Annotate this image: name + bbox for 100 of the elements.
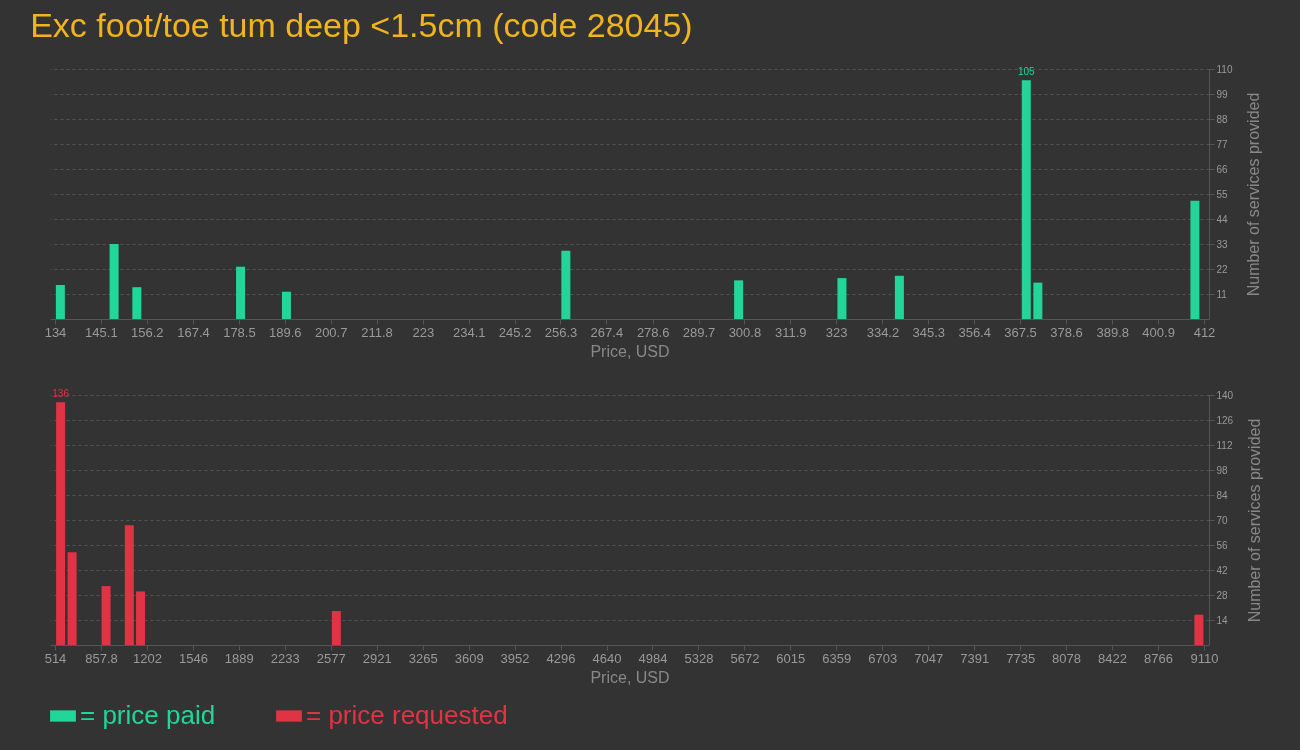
bar xyxy=(1190,200,1200,319)
bar xyxy=(561,250,571,319)
x-tick-label: 200.7 xyxy=(314,324,348,340)
x-tick-label: 514 xyxy=(44,650,67,666)
bar xyxy=(56,402,66,645)
x-tick-label: 300.8 xyxy=(728,324,762,340)
x-tick-label: 3952 xyxy=(500,650,530,666)
x-tick-label: 2233 xyxy=(270,650,300,666)
x-tick-label: 3609 xyxy=(454,650,484,666)
x-tick-label: 6703 xyxy=(868,650,898,666)
x-tick-label: 8422 xyxy=(1098,650,1127,666)
x-tick-label: 278.6 xyxy=(636,324,670,340)
x-tick-label: 256.3 xyxy=(544,324,578,340)
data-label: 136 xyxy=(52,388,70,400)
bar xyxy=(281,291,291,319)
x-tick-label: 4984 xyxy=(638,650,668,666)
y-tick-label: 55 xyxy=(1216,188,1229,200)
x-tick-label: 4296 xyxy=(546,650,576,666)
y-tick-label: 11 xyxy=(1216,288,1228,300)
chart-title: Exc foot/toe tum deep <1.5cm (code 28045) xyxy=(30,6,693,44)
bar xyxy=(331,611,341,645)
y-tick-label: 44 xyxy=(1216,213,1229,225)
x-tick-label: 6359 xyxy=(822,650,852,666)
y-tick-label: 140 xyxy=(1216,389,1234,401)
x-tick-label: 2921 xyxy=(362,650,392,666)
y-tick-label: 110 xyxy=(1216,63,1233,75)
x-tick-label: 223 xyxy=(412,324,435,340)
y-tick-label: 126 xyxy=(1216,414,1234,426)
y-axis-title: Number of services provided xyxy=(1245,92,1263,297)
x-tick-label: 345.3 xyxy=(912,324,946,340)
x-axis-title: Price, USD xyxy=(590,342,670,360)
x-tick-label: 5672 xyxy=(730,650,760,666)
y-tick-label: 84 xyxy=(1216,489,1229,501)
y-tick-label: 99 xyxy=(1216,88,1229,100)
bar xyxy=(67,552,77,645)
bar xyxy=(236,266,246,319)
x-tick-label: 378.6 xyxy=(1050,324,1083,340)
bar xyxy=(132,287,142,319)
bar xyxy=(1021,80,1031,319)
bar xyxy=(894,275,904,319)
x-axis-title: Price, USD xyxy=(590,668,670,686)
x-tick-label: 289.7 xyxy=(682,324,716,340)
x-tick-label: 8766 xyxy=(1144,650,1173,666)
x-tick-label: 156.2 xyxy=(130,324,164,340)
y-tick-label: 112 xyxy=(1216,439,1233,451)
x-tick-label: 412 xyxy=(1193,324,1216,340)
x-tick-label: 2577 xyxy=(316,650,346,666)
x-tick-label: 6015 xyxy=(776,650,806,666)
x-tick-label: 311.9 xyxy=(774,324,807,340)
y-axis-title: Number of services provided xyxy=(1246,418,1264,623)
x-tick-label: 1202 xyxy=(133,650,162,666)
x-tick-label: 8078 xyxy=(1052,650,1082,666)
y-tick-label: 77 xyxy=(1216,138,1229,150)
y-tick-label: 42 xyxy=(1216,564,1229,576)
x-tick-label: 1546 xyxy=(178,650,208,666)
x-tick-label: 334.2 xyxy=(866,324,900,340)
y-tick-label: 33 xyxy=(1216,238,1229,250)
x-tick-label: 1889 xyxy=(224,650,254,666)
x-tick-label: 367.5 xyxy=(1004,324,1037,340)
x-tick-label: 245.2 xyxy=(498,324,532,340)
x-tick-label: 9110 xyxy=(1190,650,1219,666)
y-tick-label: 22 xyxy=(1216,263,1229,275)
legend-label: = price paid xyxy=(80,700,216,730)
x-tick-label: 7047 xyxy=(914,650,944,666)
x-tick-label: 389.8 xyxy=(1096,324,1130,340)
bar xyxy=(136,591,146,645)
bar xyxy=(1194,614,1204,645)
y-tick-label: 66 xyxy=(1216,163,1229,175)
data-label: 105 xyxy=(1017,66,1036,78)
x-tick-label: 3265 xyxy=(408,650,438,666)
bar xyxy=(124,525,134,645)
x-tick-label: 323 xyxy=(825,324,848,340)
x-tick-label: 234.1 xyxy=(452,324,486,340)
x-tick-label: 211.8 xyxy=(361,324,393,340)
x-tick-label: 4640 xyxy=(592,650,622,666)
x-tick-label: 167.4 xyxy=(177,324,210,340)
x-tick-label: 189.6 xyxy=(269,324,302,340)
bar xyxy=(101,586,111,645)
bar xyxy=(734,280,744,319)
x-tick-label: 5328 xyxy=(684,650,714,666)
y-tick-label: 14 xyxy=(1216,614,1229,626)
bar xyxy=(55,284,65,319)
bar xyxy=(837,278,847,319)
x-tick-label: 857.8 xyxy=(85,650,118,666)
y-tick-label: 70 xyxy=(1216,514,1229,526)
x-tick-label: 7391 xyxy=(960,650,990,666)
x-tick-label: 7735 xyxy=(1006,650,1036,666)
bar xyxy=(1033,282,1043,319)
bar xyxy=(109,244,119,319)
legend-label: = price requested xyxy=(306,700,508,730)
x-tick-label: 145.1 xyxy=(85,324,118,340)
x-tick-label: 134 xyxy=(44,324,67,340)
x-tick-label: 356.4 xyxy=(958,324,991,340)
x-tick-label: 400.9 xyxy=(1142,324,1175,340)
y-tick-label: 88 xyxy=(1216,113,1229,125)
y-tick-label: 56 xyxy=(1216,539,1229,551)
x-tick-label: 178.5 xyxy=(223,324,256,340)
x-tick-label: 267.4 xyxy=(590,324,624,340)
y-tick-label: 28 xyxy=(1216,589,1229,601)
y-tick-label: 98 xyxy=(1216,464,1229,476)
